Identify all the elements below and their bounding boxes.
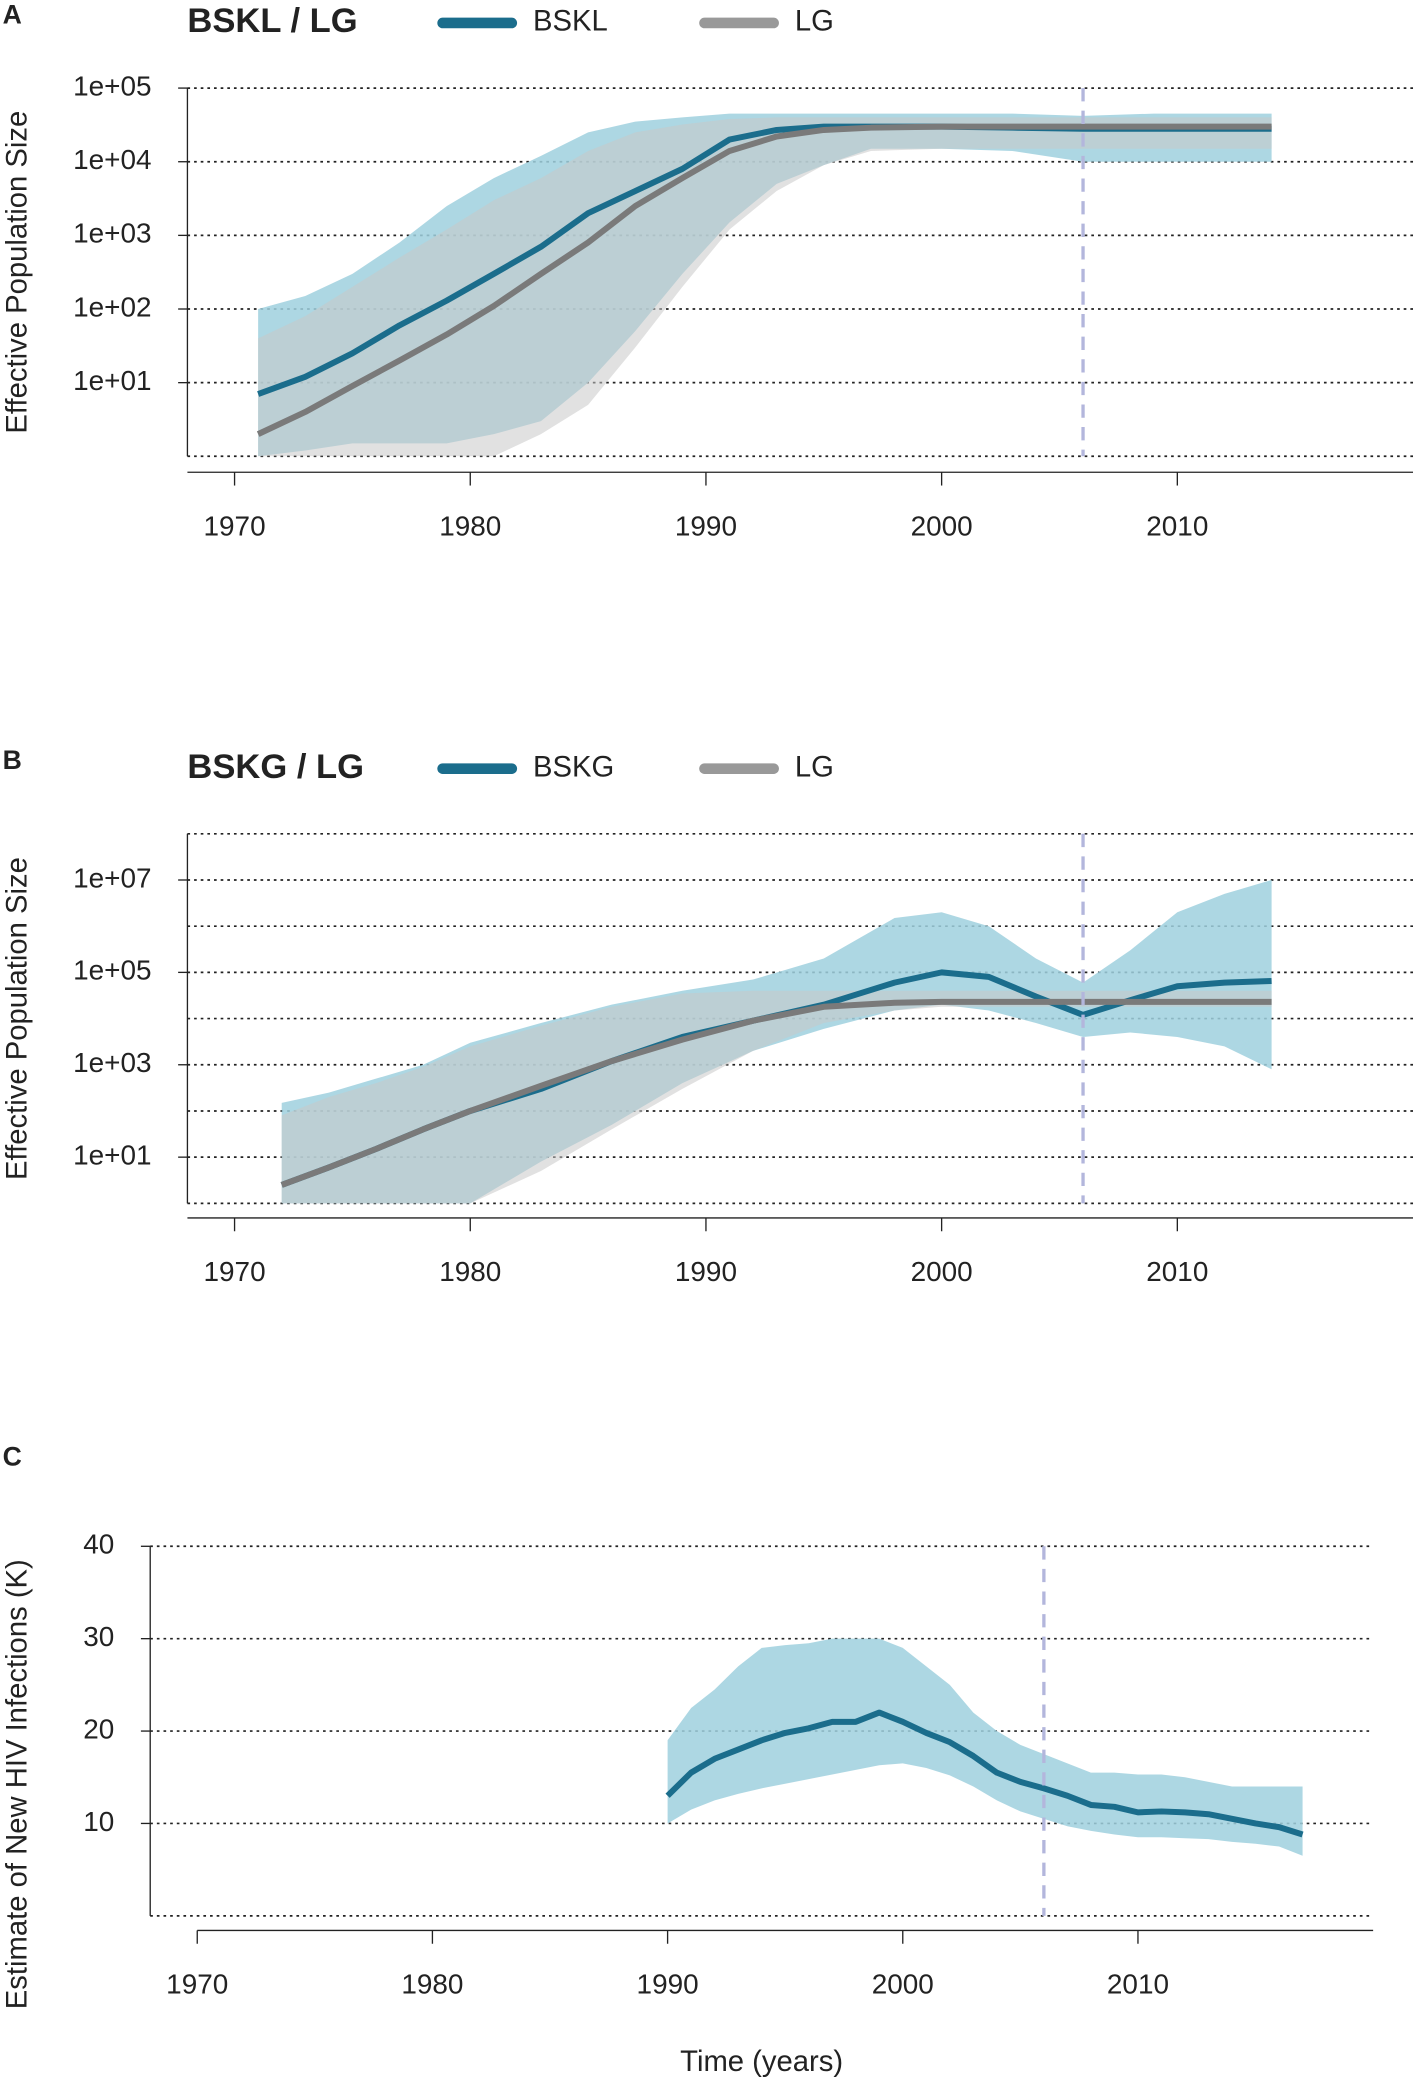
confidence-band — [281, 990, 1272, 1204]
y-tick-label: 1e+03 — [73, 1047, 151, 1078]
y-tick-label: 1e+01 — [73, 365, 151, 396]
y-tick-label: 1e+04 — [73, 144, 151, 175]
y-axis-label: Estimate of New HIV Infections (K) — [1, 1559, 33, 2009]
y-tick-label: 30 — [83, 1621, 114, 1652]
x-tick-label: 1970 — [204, 1256, 266, 1287]
chart-title: BSKG / LG — [187, 748, 364, 786]
series-line — [665, 1709, 1304, 1838]
series-line — [280, 998, 1272, 1188]
legend-label: LG — [795, 6, 834, 38]
x-tick-label: 2000 — [911, 510, 973, 541]
y-tick-label: 1e+05 — [73, 955, 151, 986]
x-tick-label: 2010 — [1146, 1256, 1208, 1287]
plot-area — [665, 1638, 1304, 1856]
x-tick-label: 1980 — [401, 1969, 463, 2000]
x-tick-label: 1970 — [204, 510, 266, 541]
series-line — [256, 123, 1272, 437]
x-tick-label: 2010 — [1146, 510, 1208, 541]
x-tick-label: 2010 — [1107, 1969, 1169, 2000]
x-tick-label: 1990 — [637, 1969, 699, 2000]
y-tick-label: 20 — [83, 1713, 114, 1744]
confidence-band — [258, 117, 1272, 457]
y-tick-label: 1e+07 — [73, 862, 151, 893]
plot-area — [280, 879, 1272, 1204]
x-tick-label: 1970 — [166, 1969, 228, 2000]
x-tick-label: 1990 — [675, 1256, 737, 1287]
legend-label: LG — [795, 751, 834, 783]
y-axis-label: Effective Population Size — [1, 857, 33, 1180]
y-tick-label: 1e+03 — [73, 218, 151, 249]
y-tick-label: 1e+01 — [73, 1140, 151, 1171]
confidence-band — [667, 1638, 1303, 1856]
y-tick-label: 10 — [83, 1806, 114, 1837]
y-tick-label: 1e+05 — [73, 70, 151, 101]
chart-title: BSKL / LG — [187, 2, 357, 40]
panel-letter: A — [3, 0, 22, 29]
x-axis-label: Time (years) — [680, 2046, 843, 2078]
panel-letter: B — [3, 745, 22, 775]
y-tick-label: 40 — [83, 1529, 114, 1560]
panel-letter: C — [3, 1442, 22, 1472]
y-axis-label: Effective Population Size — [1, 111, 33, 434]
legend-label: BSKG — [533, 751, 614, 783]
x-tick-label: 1980 — [439, 1256, 501, 1287]
x-tick-label: 1980 — [439, 510, 501, 541]
x-tick-label: 2000 — [911, 1256, 973, 1287]
plot-area — [256, 113, 1272, 457]
x-tick-label: 2000 — [872, 1969, 934, 2000]
y-tick-label: 1e+02 — [73, 291, 151, 322]
x-tick-label: 1990 — [675, 510, 737, 541]
legend-label: BSKL — [533, 6, 608, 38]
